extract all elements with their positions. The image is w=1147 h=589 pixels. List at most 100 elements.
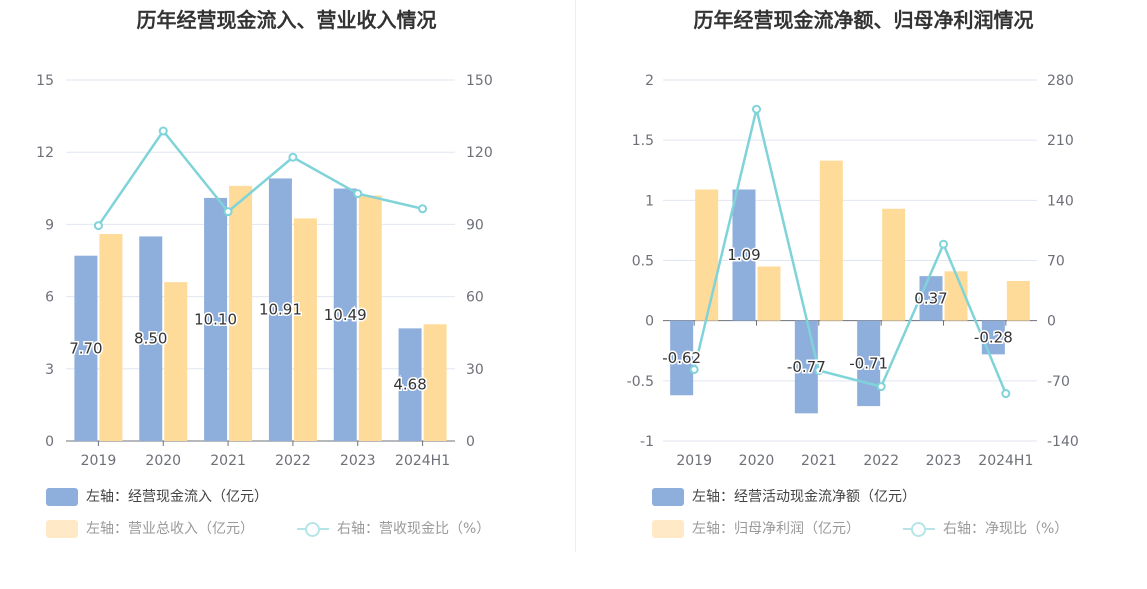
bar-secondary [695, 189, 719, 321]
y-right-tick-label: 70 [1047, 254, 1065, 270]
y-left-tick-label: 1.5 [632, 133, 654, 149]
bar-secondary [358, 195, 382, 441]
x-tick-label: 2019 [676, 453, 712, 469]
y-right-tick-label: -140 [1047, 434, 1079, 450]
bar-data-label: 1.09 [727, 246, 760, 264]
legend-label: 右轴：净现比（%） [943, 521, 1069, 537]
bar-data-label: -0.28 [974, 329, 1013, 347]
y-left-tick-label: 0 [645, 314, 654, 330]
ratio-point [353, 189, 363, 199]
x-tick-label: 2021 [210, 453, 246, 469]
bar-primary [204, 197, 228, 441]
x-tick-label: 2023 [340, 453, 376, 469]
bar-secondary [819, 160, 843, 321]
chart-title: 历年经营现金流净额、归母净利润情况 [693, 8, 1034, 32]
chart-panel-cash-inflow-revenue: 历年经营现金流入、营业收入情况 0 3 6 9 12 15 0 30 60 90 120 150 201… [0, 0, 573, 589]
chart-panel-net-cashflow-profit: 历年经营现金流净额、归母净利润情况 -1 -0.5 0 0.5 1 1.5 2 -140 -70… [577, 0, 1147, 589]
y-left-tick-label: 12 [36, 145, 54, 161]
ratio-point [876, 382, 886, 392]
bar-secondary [99, 234, 123, 441]
bar-data-label: -0.77 [787, 358, 826, 376]
bar-secondary [944, 271, 968, 321]
x-tick-label: 2019 [81, 453, 117, 469]
y-left-tick-label: -1 [640, 434, 654, 450]
ratio-point [689, 364, 699, 374]
legend-item-ratio[interactable]: 右轴：营收现金比（%） [297, 518, 490, 540]
bar-primary [670, 320, 694, 396]
y-right-tick-label: 210 [1047, 133, 1074, 149]
bar-secondary [757, 266, 781, 321]
ratio-point [752, 104, 761, 114]
x-tick-label: 2021 [801, 453, 837, 469]
y-right-tick-label: 60 [466, 290, 484, 306]
bar-data-label: 7.70 [69, 339, 102, 357]
y-right-tick-label: 0 [1047, 314, 1056, 330]
legend-item-net-profit[interactable]: 左轴：归母净利润（亿元） [652, 518, 860, 540]
y-right-tick-label: 150 [466, 73, 493, 89]
x-tick-label: 2023 [926, 453, 962, 469]
y-left-tick-label: 9 [45, 217, 54, 233]
bar-primary [139, 236, 163, 441]
bar-primary [398, 328, 422, 441]
x-tick-label: 2022 [275, 453, 311, 469]
y-right-tick-label: 280 [1047, 73, 1074, 89]
chart-title: 历年经营现金流入、营业收入情况 [136, 8, 437, 32]
y-left-tick-label: 3 [45, 362, 54, 378]
y-left-tick-label: 6 [45, 290, 54, 306]
legend-item-revenue[interactable]: 左轴：营业总收入（亿元） [46, 518, 254, 540]
bar-secondary [293, 218, 317, 441]
legend-label: 左轴：经营现金流入（亿元） [86, 489, 268, 505]
legend-line-marker-icon [903, 520, 935, 538]
bar-primary [732, 189, 756, 321]
bar-primary [74, 255, 98, 441]
legend-item-cash-inflow[interactable]: 左轴：经营现金流入（亿元） [46, 486, 268, 508]
ratio-line [97, 128, 423, 227]
legend-item-net-cashflow[interactable]: 左轴：经营活动现金流净额（亿元） [652, 486, 916, 508]
y-right-tick-label: 30 [466, 362, 484, 378]
ratio-point [158, 126, 168, 136]
ratio-point [1001, 389, 1011, 399]
y-left-tick-label: 1 [645, 193, 654, 209]
panel-divider [575, 0, 576, 552]
y-left-tick-label: -0.5 [627, 374, 654, 390]
x-tick-label: 2020 [739, 453, 775, 469]
legend-label: 左轴：营业总收入（亿元） [86, 521, 254, 537]
y-left-tick-label: 0 [45, 434, 54, 450]
legend-item-net-cash-ratio[interactable]: 右轴：净现比（%） [903, 518, 1068, 540]
legend-label: 右轴：营收现金比（%） [337, 521, 491, 537]
chart-canvas: -1 -0.5 0 0.5 1 1.5 2 -140 -70 0 70 140 210 280 2019 20… [627, 73, 1079, 469]
x-tick-label: 2024H1 [978, 453, 1033, 469]
bar-data-label: 10.91 [259, 301, 302, 319]
bar-data-label: -0.62 [662, 349, 701, 367]
x-tick-label: 2024H1 [395, 453, 450, 469]
ratio-line [692, 108, 1007, 395]
ratio-point [939, 239, 948, 249]
bar-data-label: 4.68 [393, 376, 426, 394]
bar-primary [333, 188, 357, 441]
legend-label: 左轴：经营活动现金流净额（亿元） [692, 489, 916, 505]
ratio-point [288, 152, 298, 162]
legend-line-marker-icon [297, 520, 329, 538]
x-tick-label: 2020 [145, 453, 181, 469]
bar-secondary [882, 208, 906, 321]
bar-secondary [229, 185, 253, 441]
bar-secondary [164, 282, 188, 441]
y-left-tick-label: 0.5 [632, 254, 654, 270]
y-right-tick-label: 90 [466, 217, 484, 233]
y-right-tick-label: 140 [1047, 193, 1074, 209]
x-tick-label: 2022 [863, 453, 899, 469]
ratio-point [223, 207, 233, 217]
legend-swatch-bar-blue [46, 488, 78, 506]
y-right-tick-label: 0 [466, 434, 475, 450]
bar-data-label: 10.49 [324, 306, 367, 324]
ratio-point [93, 221, 103, 231]
bar-secondary [1006, 280, 1030, 321]
ratio-point [814, 366, 824, 376]
legend-swatch-bar-orange [652, 520, 684, 538]
legend-swatch-bar-orange [46, 520, 78, 538]
bar-data-label: 0.37 [914, 289, 947, 307]
y-right-tick-label: -70 [1047, 374, 1070, 390]
bar-primary [981, 320, 1005, 355]
ratio-point [418, 204, 428, 214]
